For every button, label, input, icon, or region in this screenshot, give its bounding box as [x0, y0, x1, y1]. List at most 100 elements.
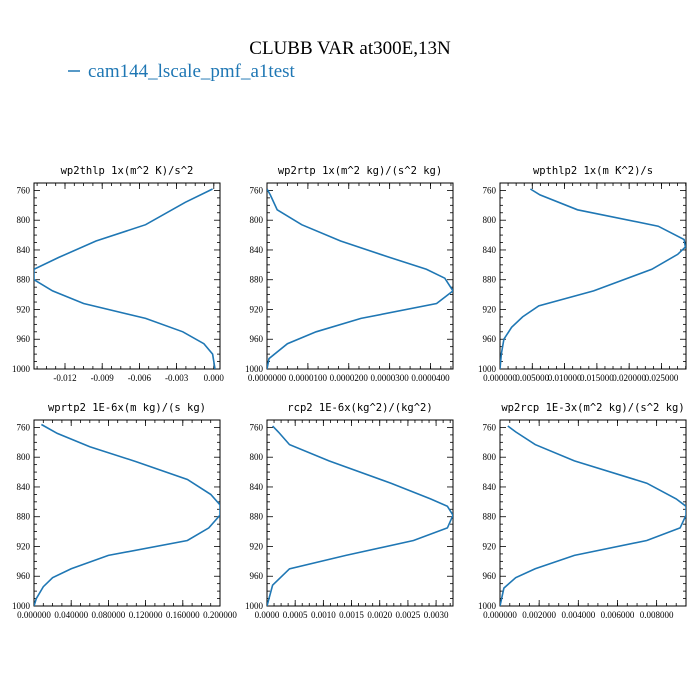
- plot-frame: [266, 419, 454, 607]
- x-tick-label: 0.160000: [166, 610, 200, 620]
- x-tick-label: 0.015000: [580, 373, 614, 383]
- y-tick-label: 920: [250, 541, 264, 551]
- x-tick-label: 0.0025: [396, 610, 421, 620]
- panel-title: rcp2 1E-6x(kg^2)/(kg^2): [287, 402, 432, 414]
- panel-3: wpthlp2 1x(m K^2)/s 760 800 840 880 920 960 100…: [478, 165, 687, 383]
- y-tick-label: 1000: [478, 601, 497, 611]
- series-line: [500, 425, 686, 606]
- x-tick-label: 0.000000: [17, 610, 51, 620]
- y-tick-label: 960: [250, 571, 264, 581]
- series-line: [34, 423, 220, 606]
- series-line: [267, 188, 453, 369]
- x-tick-label: 0.000000: [483, 373, 517, 383]
- y-tick-label: 760: [17, 422, 31, 432]
- y-tick-label: 760: [483, 185, 497, 195]
- plot-frame: [499, 182, 687, 370]
- y-tick-label: 920: [17, 304, 31, 314]
- y-tick-label: 840: [250, 245, 264, 255]
- y-tick-label: 1000: [245, 364, 264, 374]
- x-tick-label: 0.0020: [367, 610, 392, 620]
- panel-2: wp2rtp 1x(m^2 kg)/(s^2 kg) 760 800 840 880 92…: [245, 165, 454, 383]
- y-tick-label: 920: [250, 304, 264, 314]
- y-tick-label: 800: [17, 215, 31, 225]
- x-tick-label: 0.0030: [424, 610, 449, 620]
- x-tick-label: 0.025000: [645, 373, 679, 383]
- y-tick-label: 880: [17, 275, 31, 285]
- y-tick-label: 760: [17, 185, 31, 195]
- panel-title: wpthlp2 1x(m K^2)/s: [533, 165, 653, 177]
- x-tick-label: -0.003: [165, 373, 189, 383]
- y-tick-label: 1000: [12, 601, 31, 611]
- panel-4: wprtp2 1E-6x(m kg)/(s kg) 760 800 840 880 920…: [12, 402, 237, 620]
- y-tick-label: 840: [483, 482, 497, 492]
- x-tick-label: -0.006: [128, 373, 152, 383]
- y-tick-label: 960: [17, 571, 31, 581]
- y-tick-label: 880: [483, 275, 497, 285]
- x-tick-label: 0.008000: [640, 610, 674, 620]
- y-tick-label: 840: [17, 482, 31, 492]
- plot-frame: [266, 182, 454, 370]
- y-tick-label: 840: [250, 482, 264, 492]
- x-tick-label: 0.005000: [515, 373, 549, 383]
- x-tick-label: 0.120000: [129, 610, 163, 620]
- x-tick-label: 0.0005: [283, 610, 308, 620]
- y-tick-label: 760: [250, 422, 264, 432]
- y-tick-label: 880: [483, 512, 497, 522]
- y-tick-label: 880: [250, 275, 264, 285]
- y-tick-label: 800: [483, 452, 497, 462]
- panel-title: wp2thlp 1x(m^2 K)/s^2: [61, 165, 194, 177]
- y-tick-label: 800: [250, 452, 264, 462]
- x-tick-label: 0.0015: [339, 610, 364, 620]
- y-tick-label: 840: [483, 245, 497, 255]
- x-tick-label: 0.004000: [561, 610, 595, 620]
- x-tick-label: 0.000: [204, 373, 225, 383]
- y-tick-label: 960: [17, 334, 31, 344]
- x-tick-label: 0.0000300: [371, 373, 410, 383]
- panel-title: wp2rcp 1E-3x(m^2 kg)/(s^2 kg): [501, 402, 684, 414]
- y-tick-label: 920: [483, 541, 497, 551]
- x-tick-label: 0.0000: [255, 610, 280, 620]
- x-tick-label: 0.006000: [601, 610, 635, 620]
- y-tick-label: 920: [483, 304, 497, 314]
- y-tick-label: 880: [17, 512, 31, 522]
- y-tick-label: 880: [250, 512, 264, 522]
- x-tick-label: 0.0000200: [330, 373, 369, 383]
- y-tick-label: 920: [17, 541, 31, 551]
- x-tick-label: 0.080000: [92, 610, 126, 620]
- x-tick-label: 0.0000000: [248, 373, 287, 383]
- y-tick-label: 1000: [12, 364, 31, 374]
- y-tick-label: 760: [250, 185, 264, 195]
- x-tick-label: 0.010000: [548, 373, 582, 383]
- y-tick-label: 840: [17, 245, 31, 255]
- y-tick-label: 800: [250, 215, 264, 225]
- panel-grid: wp2thlp 1x(m^2 K)/s^2 760 800 840 880 920 960 1…: [12, 165, 687, 620]
- y-tick-label: 800: [17, 452, 31, 462]
- panel-1: wp2thlp 1x(m^2 K)/s^2 760 800 840 880 920 960 1…: [12, 165, 224, 383]
- x-tick-label: 0.040000: [54, 610, 88, 620]
- series-line: [34, 188, 216, 369]
- x-tick-label: 0.002000: [522, 610, 556, 620]
- x-tick-label: -0.012: [53, 373, 76, 383]
- panel-title: wp2rtp 1x(m^2 kg)/(s^2 kg): [278, 165, 442, 177]
- panel-5: rcp2 1E-6x(kg^2)/(kg^2) 760 800 840 880 920 96…: [245, 402, 454, 620]
- x-tick-label: 0.020000: [612, 373, 646, 383]
- x-tick-label: 0.0000100: [289, 373, 328, 383]
- panel-6: wp2rcp 1E-3x(m^2 kg)/(s^2 kg) 760 800 840 88…: [478, 402, 687, 620]
- panel-title: wprtp2 1E-6x(m kg)/(s kg): [48, 402, 206, 414]
- x-tick-label: -0.009: [91, 373, 115, 383]
- y-tick-label: 960: [250, 334, 264, 344]
- plot-frame: [33, 182, 221, 370]
- legend-label: cam144_lscale_pmf_a1test: [88, 61, 296, 82]
- x-tick-label: 0.0000400: [411, 373, 450, 383]
- y-tick-label: 1000: [478, 364, 497, 374]
- series-line: [500, 188, 686, 369]
- plot-frame: [499, 419, 687, 607]
- x-tick-label: 0.200000: [203, 610, 237, 620]
- y-tick-label: 800: [483, 215, 497, 225]
- y-tick-label: 1000: [245, 601, 264, 611]
- series-line: [267, 425, 453, 606]
- figure-title: CLUBB VAR at300E,13N: [249, 38, 451, 59]
- y-tick-label: 960: [483, 571, 497, 581]
- y-tick-label: 960: [483, 334, 497, 344]
